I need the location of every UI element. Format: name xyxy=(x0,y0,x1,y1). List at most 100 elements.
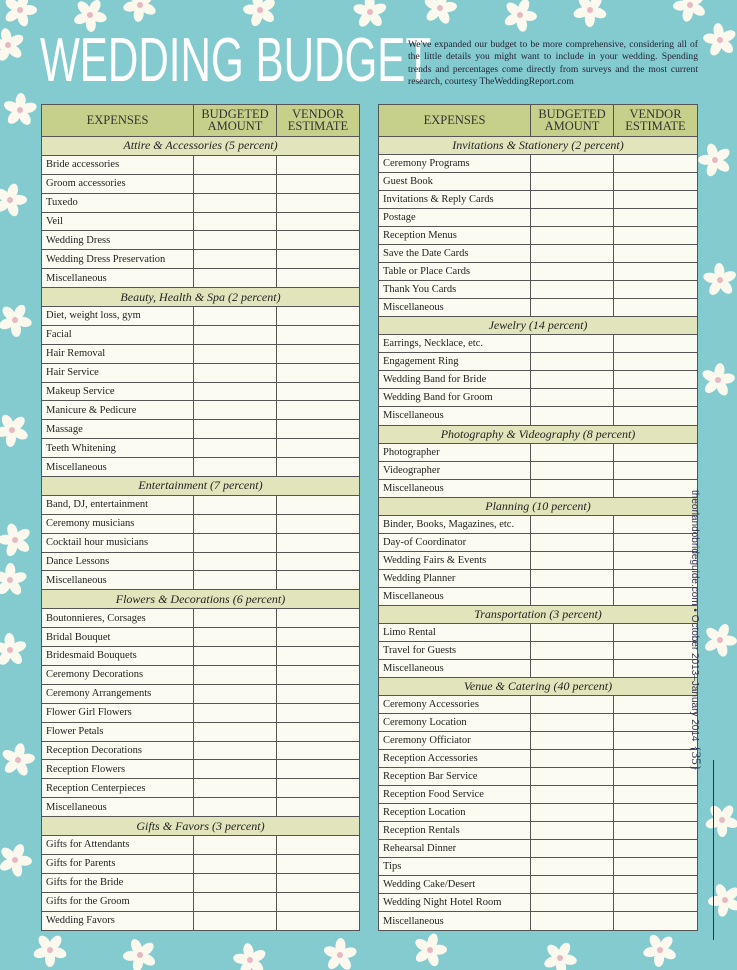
budgeted-amount-cell[interactable] xyxy=(531,155,614,173)
budgeted-amount-cell[interactable] xyxy=(531,768,614,786)
budgeted-amount-cell[interactable] xyxy=(531,750,614,768)
vendor-estimate-cell[interactable] xyxy=(614,786,697,803)
vendor-estimate-cell[interactable] xyxy=(614,353,697,370)
vendor-estimate-cell[interactable] xyxy=(277,666,359,684)
budgeted-amount-cell[interactable] xyxy=(194,779,277,798)
vendor-estimate-cell[interactable] xyxy=(614,281,697,298)
vendor-estimate-cell[interactable] xyxy=(614,444,697,461)
vendor-estimate-cell[interactable] xyxy=(277,628,359,646)
vendor-estimate-cell[interactable] xyxy=(277,156,359,174)
budgeted-amount-cell[interactable] xyxy=(194,307,277,325)
vendor-estimate-cell[interactable] xyxy=(614,516,697,533)
vendor-estimate-cell[interactable] xyxy=(614,299,697,316)
vendor-estimate-cell[interactable] xyxy=(277,779,359,797)
vendor-estimate-cell[interactable] xyxy=(614,227,697,244)
budgeted-amount-cell[interactable] xyxy=(194,344,277,363)
budgeted-amount-cell[interactable] xyxy=(194,854,277,873)
budgeted-amount-cell[interactable] xyxy=(531,569,614,587)
budgeted-amount-cell[interactable] xyxy=(194,458,277,477)
budgeted-amount-cell[interactable] xyxy=(194,155,277,174)
vendor-estimate-cell[interactable] xyxy=(277,685,359,703)
budgeted-amount-cell[interactable] xyxy=(194,684,277,703)
budgeted-amount-cell[interactable] xyxy=(194,798,277,817)
budgeted-amount-cell[interactable] xyxy=(531,443,614,461)
vendor-estimate-cell[interactable] xyxy=(614,191,697,208)
budgeted-amount-cell[interactable] xyxy=(531,623,614,641)
vendor-estimate-cell[interactable] xyxy=(277,571,359,589)
vendor-estimate-cell[interactable] xyxy=(277,383,359,401)
vendor-estimate-cell[interactable] xyxy=(277,439,359,457)
budgeted-amount-cell[interactable] xyxy=(194,722,277,741)
budgeted-amount-cell[interactable] xyxy=(531,263,614,281)
vendor-estimate-cell[interactable] xyxy=(614,407,697,424)
vendor-estimate-cell[interactable] xyxy=(277,213,359,231)
vendor-estimate-cell[interactable] xyxy=(277,175,359,193)
budgeted-amount-cell[interactable] xyxy=(194,420,277,439)
budgeted-amount-cell[interactable] xyxy=(194,363,277,382)
budgeted-amount-cell[interactable] xyxy=(531,714,614,732)
vendor-estimate-cell[interactable] xyxy=(614,173,697,190)
budgeted-amount-cell[interactable] xyxy=(194,439,277,458)
vendor-estimate-cell[interactable] xyxy=(614,480,697,497)
budgeted-amount-cell[interactable] xyxy=(531,371,614,389)
vendor-estimate-cell[interactable] xyxy=(614,660,697,677)
budgeted-amount-cell[interactable] xyxy=(531,551,614,569)
vendor-estimate-cell[interactable] xyxy=(614,245,697,262)
vendor-estimate-cell[interactable] xyxy=(277,704,359,722)
budgeted-amount-cell[interactable] xyxy=(531,659,614,677)
budgeted-amount-cell[interactable] xyxy=(194,269,277,288)
vendor-estimate-cell[interactable] xyxy=(277,496,359,514)
budgeted-amount-cell[interactable] xyxy=(194,193,277,212)
budgeted-amount-cell[interactable] xyxy=(194,760,277,779)
budgeted-amount-cell[interactable] xyxy=(194,892,277,911)
budgeted-amount-cell[interactable] xyxy=(531,479,614,497)
budgeted-amount-cell[interactable] xyxy=(531,641,614,659)
budgeted-amount-cell[interactable] xyxy=(194,231,277,250)
vendor-estimate-cell[interactable] xyxy=(614,588,697,605)
budgeted-amount-cell[interactable] xyxy=(531,299,614,317)
budgeted-amount-cell[interactable] xyxy=(194,628,277,647)
vendor-estimate-cell[interactable] xyxy=(277,912,359,931)
vendor-estimate-cell[interactable] xyxy=(277,364,359,382)
vendor-estimate-cell[interactable] xyxy=(277,609,359,627)
budgeted-amount-cell[interactable] xyxy=(531,822,614,840)
vendor-estimate-cell[interactable] xyxy=(614,570,697,587)
budgeted-amount-cell[interactable] xyxy=(531,876,614,894)
vendor-estimate-cell[interactable] xyxy=(614,552,697,569)
vendor-estimate-cell[interactable] xyxy=(277,874,359,892)
vendor-estimate-cell[interactable] xyxy=(614,750,697,767)
vendor-estimate-cell[interactable] xyxy=(614,804,697,821)
vendor-estimate-cell[interactable] xyxy=(277,742,359,760)
budgeted-amount-cell[interactable] xyxy=(531,840,614,858)
budgeted-amount-cell[interactable] xyxy=(531,461,614,479)
budgeted-amount-cell[interactable] xyxy=(194,911,277,931)
budgeted-amount-cell[interactable] xyxy=(531,695,614,713)
budgeted-amount-cell[interactable] xyxy=(194,514,277,533)
vendor-estimate-cell[interactable] xyxy=(277,723,359,741)
budgeted-amount-cell[interactable] xyxy=(531,533,614,551)
budgeted-amount-cell[interactable] xyxy=(194,609,277,628)
budgeted-amount-cell[interactable] xyxy=(531,858,614,876)
budgeted-amount-cell[interactable] xyxy=(531,227,614,245)
vendor-estimate-cell[interactable] xyxy=(277,458,359,476)
vendor-estimate-cell[interactable] xyxy=(277,326,359,344)
vendor-estimate-cell[interactable] xyxy=(614,840,697,857)
budgeted-amount-cell[interactable] xyxy=(194,552,277,571)
budgeted-amount-cell[interactable] xyxy=(531,587,614,605)
budgeted-amount-cell[interactable] xyxy=(194,533,277,552)
budgeted-amount-cell[interactable] xyxy=(194,665,277,684)
vendor-estimate-cell[interactable] xyxy=(277,836,359,854)
budgeted-amount-cell[interactable] xyxy=(194,647,277,665)
vendor-estimate-cell[interactable] xyxy=(277,401,359,419)
budgeted-amount-cell[interactable] xyxy=(194,703,277,722)
budgeted-amount-cell[interactable] xyxy=(531,335,614,353)
vendor-estimate-cell[interactable] xyxy=(614,894,697,911)
budgeted-amount-cell[interactable] xyxy=(531,209,614,227)
budgeted-amount-cell[interactable] xyxy=(194,212,277,231)
vendor-estimate-cell[interactable] xyxy=(614,462,697,479)
budgeted-amount-cell[interactable] xyxy=(194,174,277,193)
budgeted-amount-cell[interactable] xyxy=(194,571,277,590)
budgeted-amount-cell[interactable] xyxy=(531,389,614,407)
budgeted-amount-cell[interactable] xyxy=(194,873,277,892)
vendor-estimate-cell[interactable] xyxy=(277,647,359,665)
